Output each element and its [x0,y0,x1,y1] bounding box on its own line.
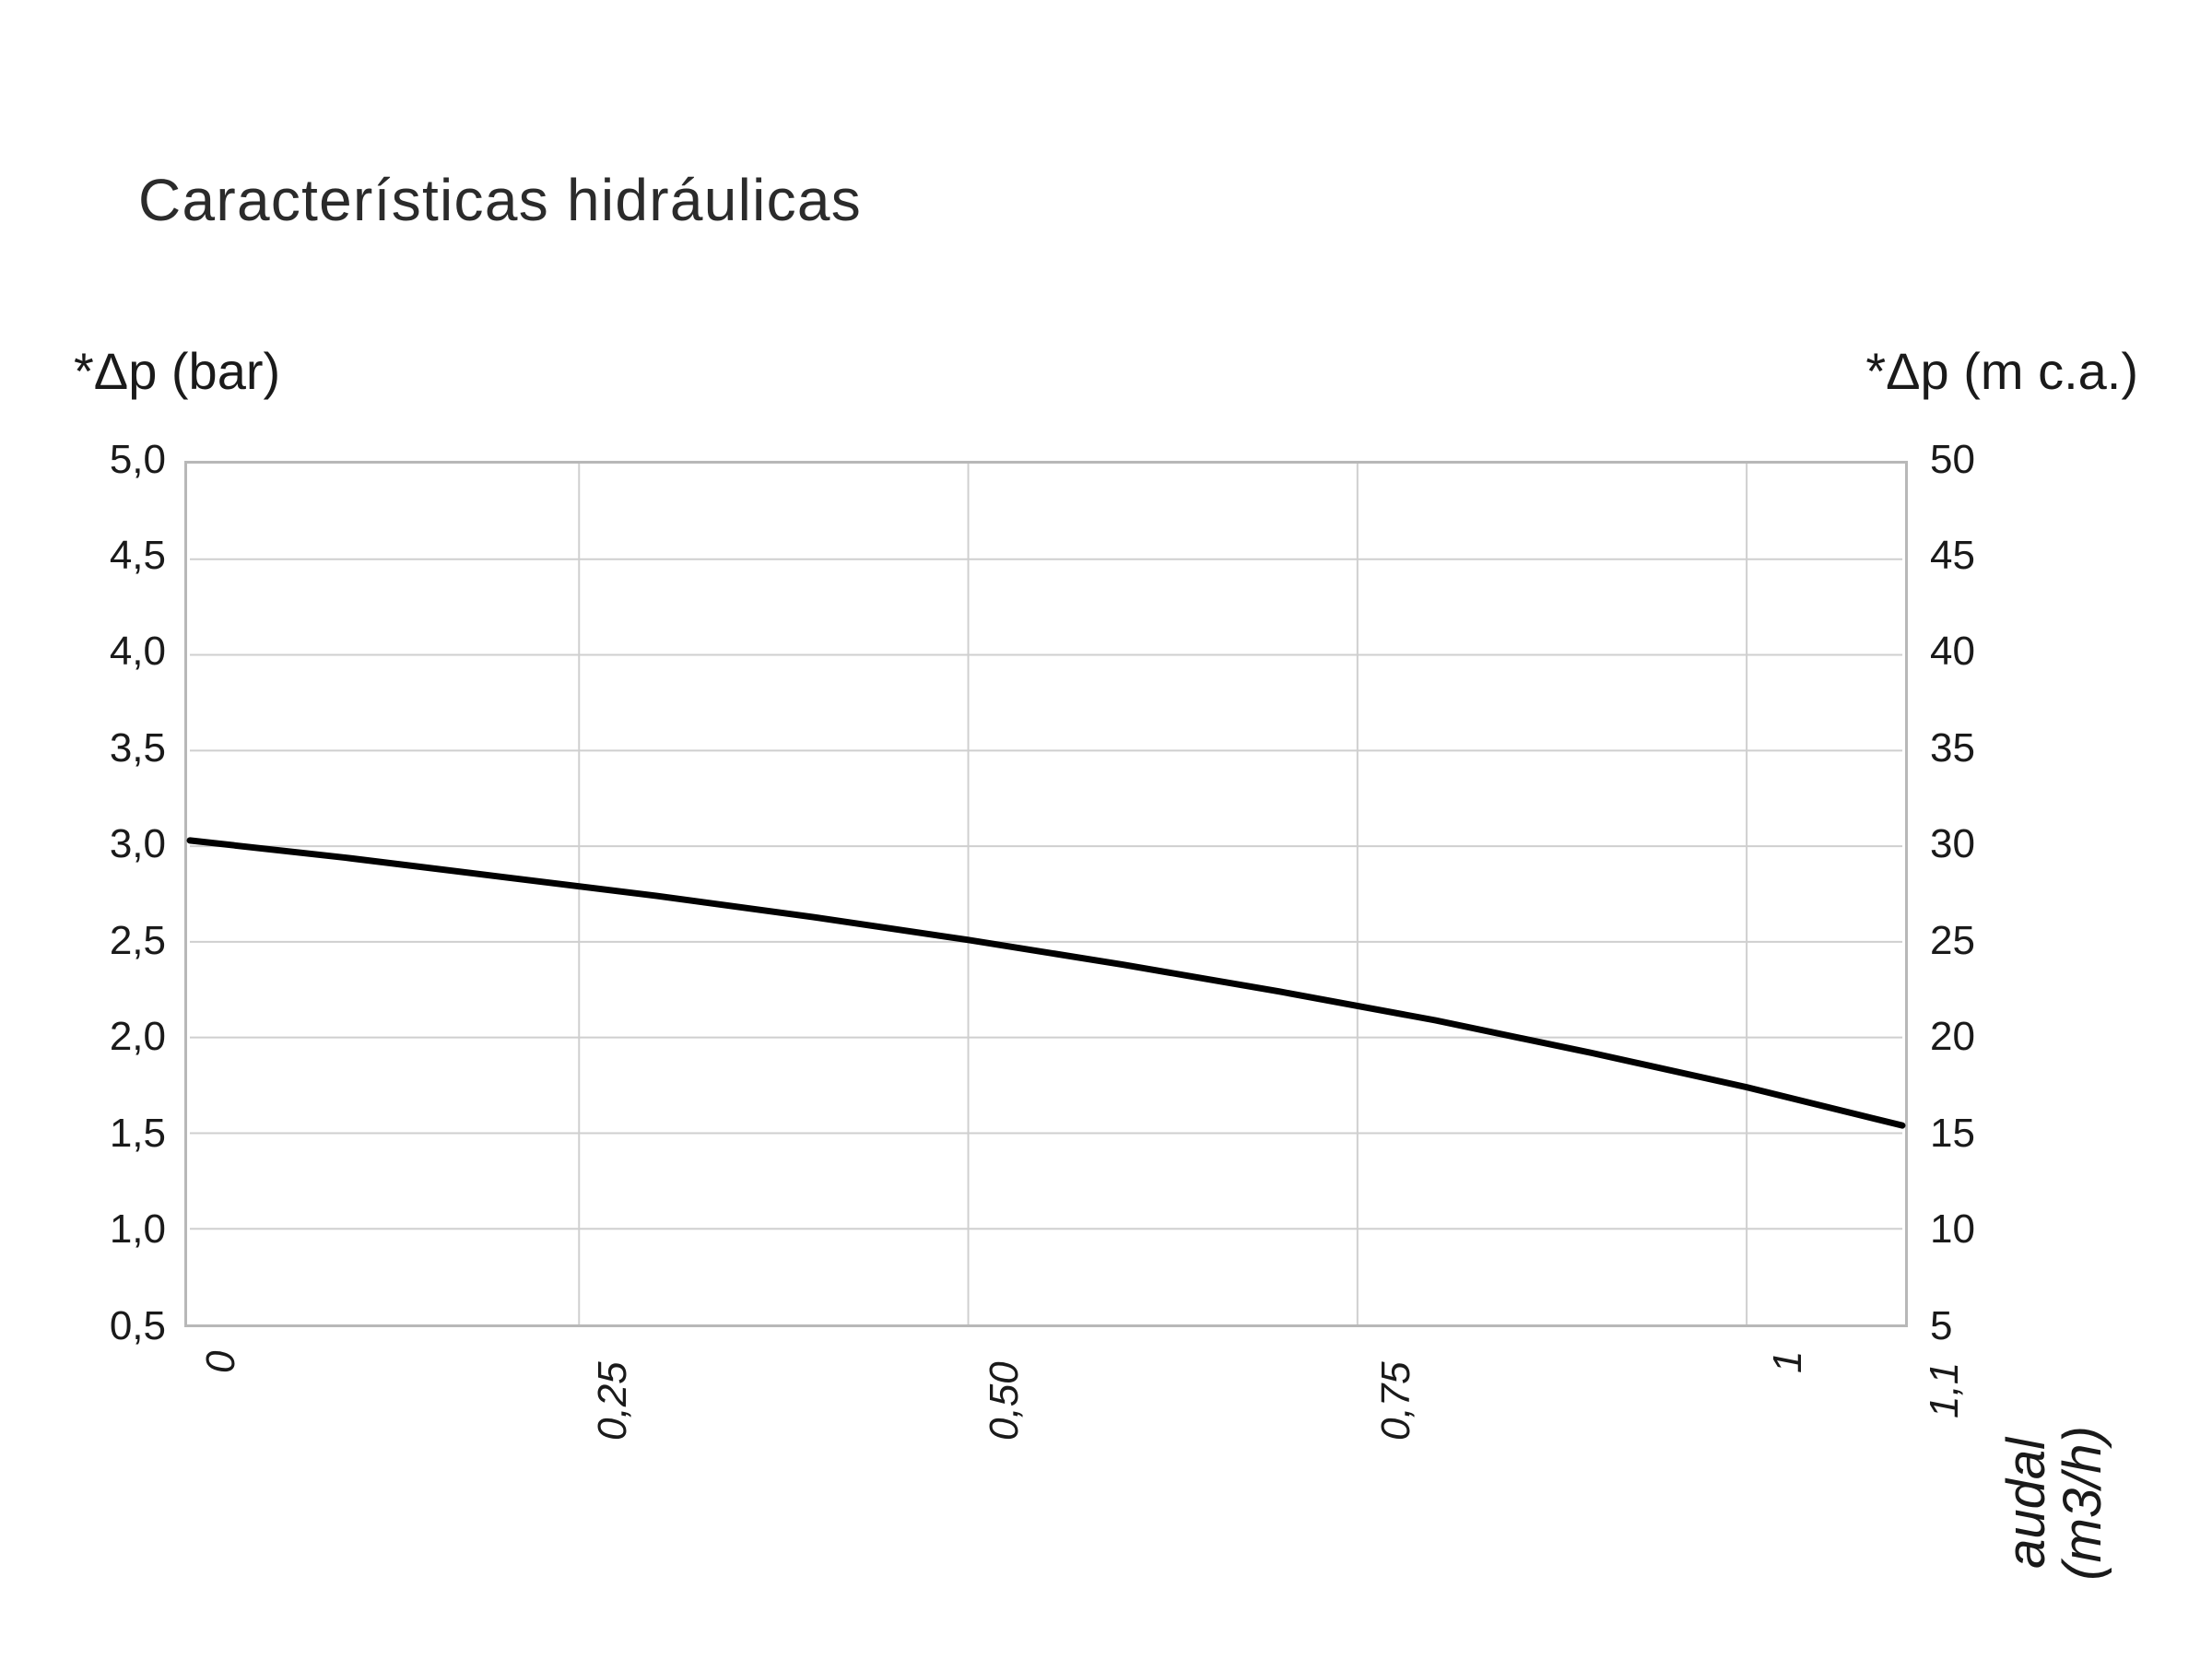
page: Características hidráulicas *Δp (bar) *Δ… [0,0,2212,1659]
y-right-tick-label: 40 [1930,629,1975,675]
y-left-axis-title: *Δp (bar) [74,341,280,401]
y-right-axis-title: *Δp (m c.a.) [1865,341,2138,401]
y-left-tick-label: 5,0 [74,437,166,483]
y-left-tick-label: 2,0 [74,1014,166,1060]
series-pump-curve [190,841,1902,1125]
chart-svg [187,464,1905,1324]
y-right-tick-label: 25 [1930,918,1975,964]
y-left-tick-label: 3,5 [74,725,166,771]
y-right-tick-label: 5 [1930,1303,1952,1349]
y-right-tick-label: 35 [1930,725,1975,771]
y-right-tick-label: 10 [1930,1206,1975,1253]
y-right-tick-label: 20 [1930,1014,1975,1060]
y-right-tick-label: 15 [1930,1111,1975,1157]
x-tick-label: 0,50 [982,1361,1028,1441]
y-left-tick-label: 4,0 [74,629,166,675]
y-right-tick-label: 30 [1930,821,1975,867]
x-axis-title-line1: audal [1996,1438,2056,1569]
y-left-tick-label: 1,5 [74,1111,166,1157]
x-axis-title-line2: (m3/h) [2053,1426,2112,1581]
x-tick-label: 0,25 [590,1361,636,1441]
y-left-tick-label: 0,5 [74,1303,166,1349]
x-tick-label: 0 [198,1351,244,1373]
y-left-tick-label: 4,5 [74,533,166,579]
x-tick-label: 1,1 [1922,1361,1968,1418]
y-right-tick-label: 45 [1930,533,1975,579]
y-right-tick-label: 50 [1930,437,1975,483]
x-axis-title: audal (m3/h) [1999,1402,2112,1605]
y-left-tick-label: 3,0 [74,821,166,867]
chart-plot-area [184,461,1908,1327]
y-left-tick-label: 1,0 [74,1206,166,1253]
chart-title: Características hidráulicas [138,166,862,234]
y-left-tick-label: 2,5 [74,918,166,964]
x-tick-label: 0,75 [1373,1361,1419,1441]
x-tick-label: 1 [1765,1351,1811,1373]
